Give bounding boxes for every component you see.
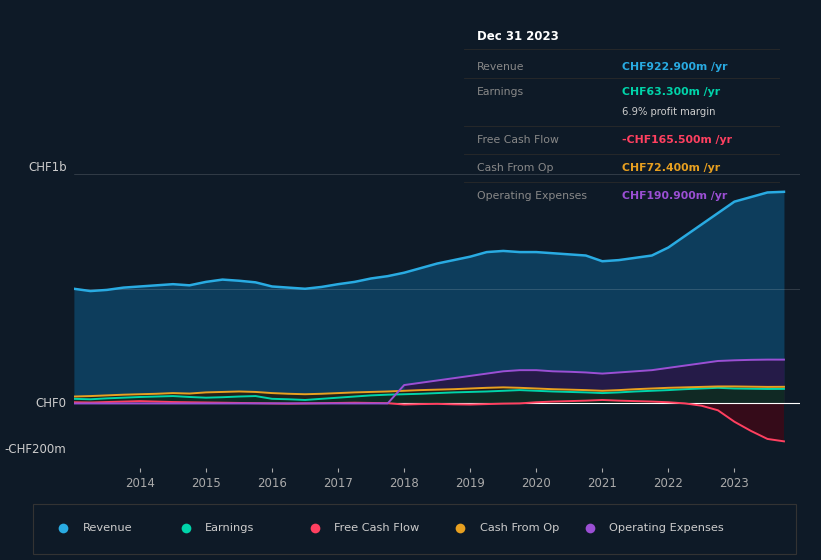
Text: Earnings: Earnings (204, 523, 254, 533)
Text: CHF922.900m /yr: CHF922.900m /yr (622, 62, 727, 72)
Text: Operating Expenses: Operating Expenses (609, 523, 724, 533)
Text: -CHF200m: -CHF200m (5, 443, 67, 456)
Text: Revenue: Revenue (476, 62, 524, 72)
Text: Operating Expenses: Operating Expenses (476, 191, 586, 200)
Text: Cash From Op: Cash From Op (476, 163, 553, 173)
Text: Earnings: Earnings (476, 87, 524, 97)
Text: CHF1b: CHF1b (28, 161, 67, 174)
Text: Free Cash Flow: Free Cash Flow (476, 135, 558, 145)
Text: Revenue: Revenue (82, 523, 132, 533)
Text: CHF72.400m /yr: CHF72.400m /yr (622, 163, 720, 173)
Text: 6.9% profit margin: 6.9% profit margin (622, 107, 715, 117)
Text: CHF0: CHF0 (35, 397, 67, 410)
Text: Cash From Op: Cash From Op (479, 523, 559, 533)
Text: CHF190.900m /yr: CHF190.900m /yr (622, 191, 727, 200)
Text: Dec 31 2023: Dec 31 2023 (476, 30, 558, 43)
Text: -CHF165.500m /yr: -CHF165.500m /yr (622, 135, 732, 145)
Text: Free Cash Flow: Free Cash Flow (334, 523, 420, 533)
Text: CHF63.300m /yr: CHF63.300m /yr (622, 87, 720, 97)
